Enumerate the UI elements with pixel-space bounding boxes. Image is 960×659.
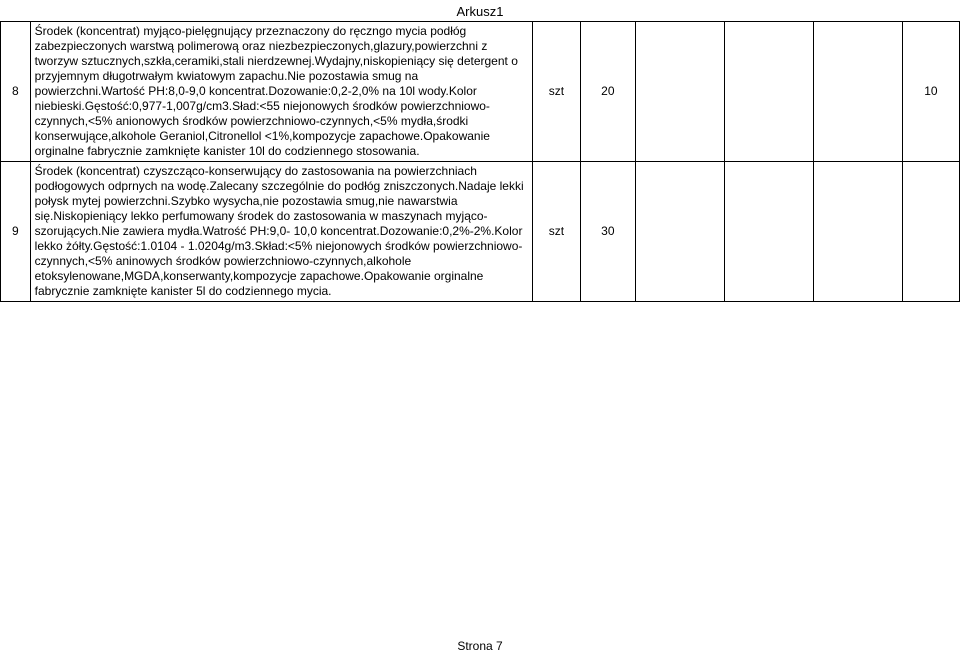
cell-last: 10 xyxy=(902,22,959,162)
cell-num: 8 xyxy=(1,22,31,162)
cell-qty: 20 xyxy=(580,22,635,162)
cell-empty xyxy=(813,22,902,162)
page-footer: Strona 7 xyxy=(0,639,960,653)
table-row: 9 Środek (koncentrat) czyszcząco-konserw… xyxy=(1,162,960,302)
cell-empty xyxy=(724,22,813,162)
cell-num: 9 xyxy=(1,162,31,302)
cell-unit: szt xyxy=(533,162,581,302)
sheet-header: Arkusz1 xyxy=(0,0,960,21)
cell-desc: Środek (koncentrat) czyszcząco-konserwuj… xyxy=(30,162,532,302)
cell-empty xyxy=(724,162,813,302)
cell-empty xyxy=(635,162,724,302)
table-row: 8 Środek (koncentrat) myjąco-pielęgnując… xyxy=(1,22,960,162)
cell-last xyxy=(902,162,959,302)
cell-qty: 30 xyxy=(580,162,635,302)
data-table: 8 Środek (koncentrat) myjąco-pielęgnując… xyxy=(0,21,960,302)
cell-desc: Środek (koncentrat) myjąco-pielęgnujący … xyxy=(30,22,532,162)
cell-unit: szt xyxy=(533,22,581,162)
cell-empty xyxy=(813,162,902,302)
cell-empty xyxy=(635,22,724,162)
